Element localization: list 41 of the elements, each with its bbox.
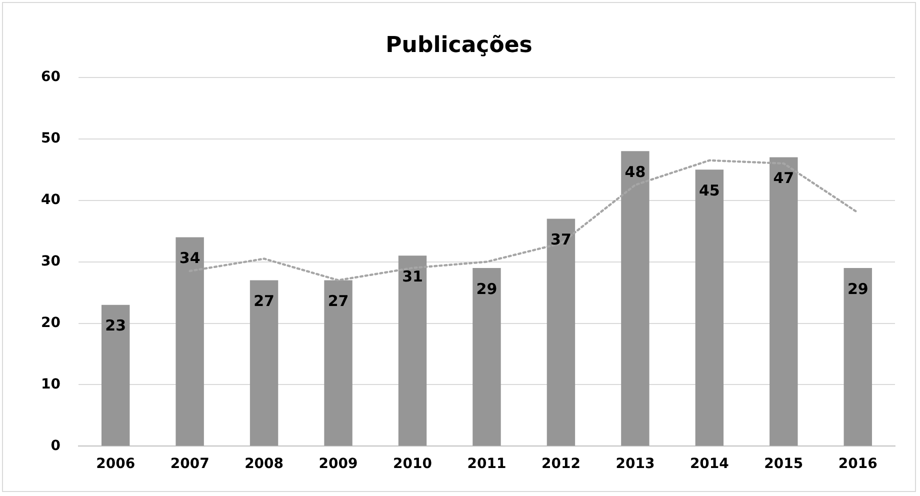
y-tick-label: 50 <box>41 130 61 147</box>
x-tick-label: 2013 <box>616 456 655 472</box>
data-label: 29 <box>476 280 498 298</box>
x-tick-label: 2012 <box>541 456 580 472</box>
data-label: 45 <box>698 181 720 200</box>
x-tick-label: 2011 <box>467 456 506 472</box>
bar <box>621 151 650 446</box>
data-label: 27 <box>254 292 274 310</box>
y-tick-label: 30 <box>41 253 61 270</box>
y-tick-label: 10 <box>41 376 61 392</box>
data-label: 47 <box>773 169 794 188</box>
x-tick-label: 2014 <box>690 456 730 472</box>
bar <box>546 218 576 446</box>
x-tick-label: 2016 <box>838 456 878 472</box>
x-tick-label: 2008 <box>244 456 284 472</box>
chart-title: Publicações <box>386 32 532 58</box>
data-label: 29 <box>847 280 868 298</box>
data-label: 37 <box>550 230 572 249</box>
data-label: 34 <box>179 249 200 268</box>
data-label: 31 <box>402 268 423 286</box>
y-tick-label: 0 <box>50 438 61 454</box>
data-label: 23 <box>105 316 126 335</box>
x-tick-label: 2006 <box>96 456 136 472</box>
y-tick-label: 20 <box>41 314 61 331</box>
bar <box>176 237 204 446</box>
bar <box>770 157 798 446</box>
bar <box>472 268 501 446</box>
bar <box>250 280 278 446</box>
y-tick-label: 60 <box>41 69 61 86</box>
bar <box>398 256 427 446</box>
y-tick-label: 40 <box>41 192 61 208</box>
bar <box>695 170 724 446</box>
x-tick-label: 2007 <box>170 456 210 472</box>
bar <box>101 304 130 446</box>
data-label: 27 <box>328 292 349 310</box>
bar <box>844 268 872 446</box>
x-tick-label: 2010 <box>393 456 432 472</box>
x-tick-label: 2015 <box>764 456 804 472</box>
data-label: 48 <box>624 163 646 182</box>
bar <box>324 280 352 446</box>
x-tick-label: 2009 <box>318 456 358 472</box>
